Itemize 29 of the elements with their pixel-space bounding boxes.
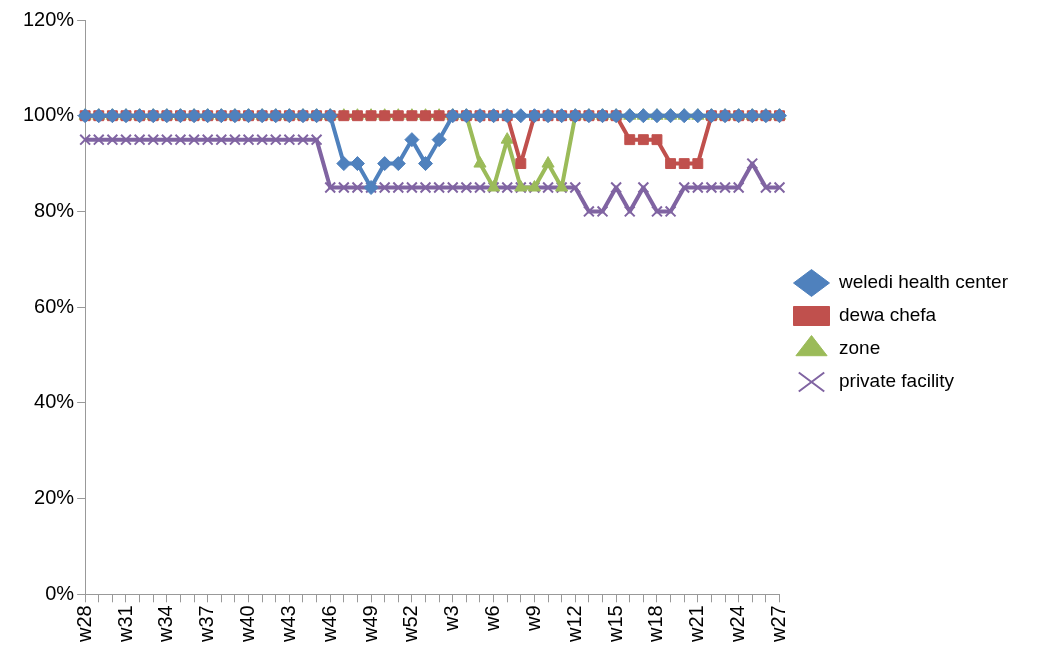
y-tick-label: 0%: [45, 581, 75, 604]
x-tick-label: w46: [317, 605, 340, 644]
x-tick-label: w40: [236, 605, 259, 644]
legend-label: private facility: [839, 370, 955, 392]
x-tick-label: w3: [440, 605, 463, 632]
y-tick-label: 100%: [23, 103, 75, 126]
x-tick-label: w18: [644, 605, 667, 644]
y-tick-label: 20%: [34, 486, 75, 509]
x-tick-label: w37: [195, 605, 218, 644]
x-tick-label: w12: [562, 605, 585, 644]
x-tick-label: w31: [113, 605, 136, 644]
x-tick-label: w27: [767, 605, 790, 644]
y-tick-label: 80%: [34, 198, 75, 221]
legend-label: dewa chefa: [839, 304, 937, 326]
x-tick-label: w24: [726, 605, 749, 644]
x-tick-label: w43: [276, 605, 299, 644]
y-tick-label: 120%: [23, 7, 75, 30]
x-tick-label: w52: [399, 605, 422, 644]
y-tick-label: 60%: [34, 294, 75, 317]
x-tick-label: w9: [521, 605, 544, 632]
x-tick-label: w15: [603, 605, 626, 644]
x-tick-label: w34: [154, 605, 177, 644]
x-tick-label: w21: [685, 605, 708, 644]
x-tick-label: w6: [481, 605, 504, 632]
x-tick-label: w49: [358, 605, 381, 644]
y-tick-label: 40%: [34, 390, 75, 413]
legend-label: weledi health center: [838, 271, 1009, 293]
legend-label: zone: [839, 337, 881, 359]
x-tick-label: w28: [72, 605, 95, 644]
